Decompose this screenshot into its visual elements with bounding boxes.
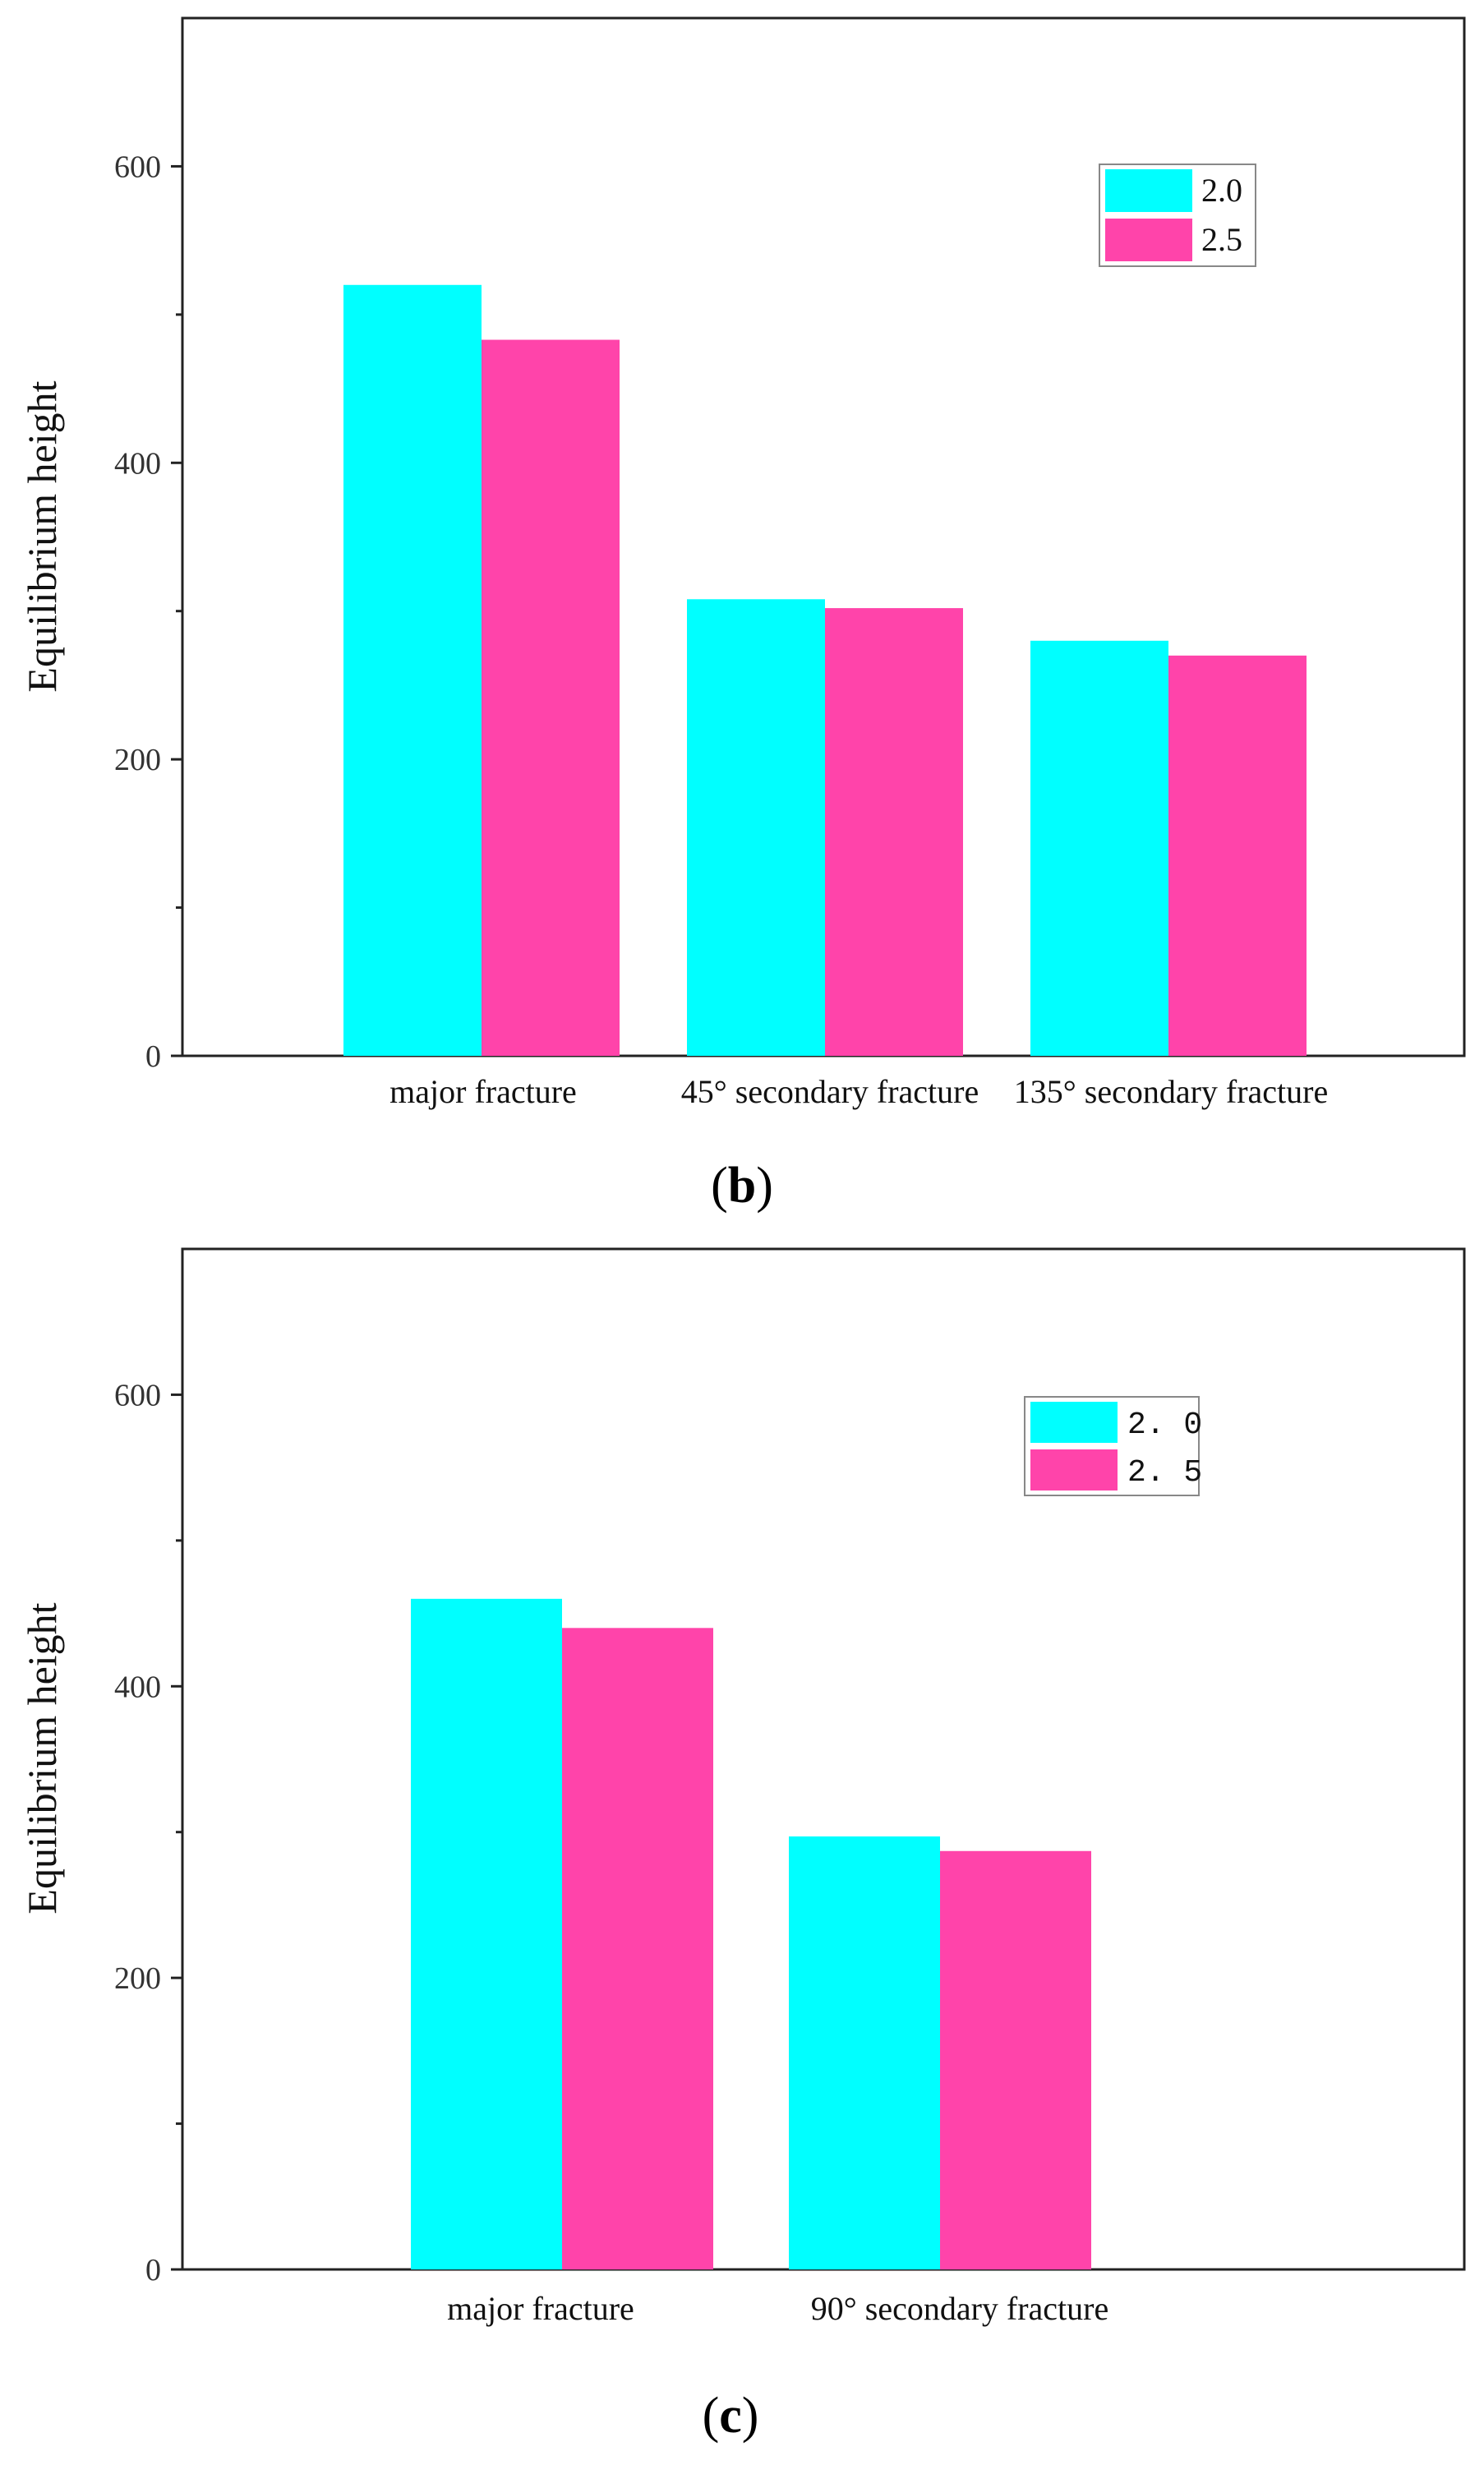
x-axis-category-labels: major fracture 45° secondary fracture 135°… (389, 1073, 1328, 1110)
bar-major-fracture-series-2-5 (482, 339, 620, 1056)
bar-major-fracture-series-2-0 (343, 284, 482, 1056)
bar-45-secondary-fracture-series-2-0 (687, 599, 825, 1056)
chart-panel-c: 0 200 400 600 major fracture 90° secondary f… (19, 1247, 1466, 2444)
legend: 2.0 2.5 (1099, 164, 1256, 267)
panel-letter-c: c (719, 2388, 742, 2444)
legend-label-2.0: 2. 0 (1127, 1408, 1202, 1443)
panel-letter-b: b (728, 1158, 756, 1214)
y-tick-label-400: 400 (114, 446, 161, 481)
x-category-label-90-secondary-fracture: 90° secondary fracture (811, 2290, 1108, 2327)
y-axis-ticks: 0 200 400 600 (114, 1378, 182, 2288)
y-tick-label-600: 600 (114, 150, 161, 184)
bar-group (343, 284, 1307, 1056)
legend-label-2.5: 2.5 (1201, 221, 1242, 258)
y-tick-label-400: 400 (114, 1670, 161, 1704)
y-axis-title: Equilibrium height (19, 380, 65, 692)
bar-major-fracture-series-2-0 (411, 1598, 562, 2269)
panel-label-b: (b) (711, 1158, 773, 1214)
y-tick-label-0: 0 (145, 2253, 161, 2288)
bar-group (411, 1598, 1091, 2269)
y-tick-label-600: 600 (114, 1378, 161, 1412)
x-category-label-135-secondary-fracture: 135° secondary fracture (1014, 1073, 1328, 1110)
x-category-label-45-secondary-fracture: 45° secondary fracture (681, 1073, 979, 1110)
legend: 2. 0 2. 5 (1024, 1396, 1202, 1496)
bar-90-secondary-fracture-series-2-5 (940, 1850, 1091, 2269)
chart-panel-b: 0 200 400 600 major fracture 45° secondary f… (19, 16, 1466, 1214)
bar-135-secondary-fracture-series-2-0 (1030, 640, 1168, 1056)
bar-major-fracture-series-2-5 (562, 1628, 713, 2269)
legend-label-2.5: 2. 5 (1127, 1455, 1202, 1491)
bar-135-secondary-fracture-series-2-5 (1168, 655, 1307, 1056)
x-category-label-major-fracture: major fracture (447, 2290, 634, 2327)
legend-swatch-2.0 (1030, 1402, 1118, 1443)
y-axis-title: Equilibrium height (19, 1602, 65, 1914)
legend-swatch-2.0 (1105, 169, 1192, 212)
bar-45-secondary-fracture-series-2-5 (825, 608, 963, 1056)
legend-swatch-2.5 (1030, 1449, 1118, 1491)
panel-label-c: (c) (703, 2388, 759, 2444)
x-axis-category-labels: major fracture 90° secondary fracture (447, 2290, 1108, 2327)
y-tick-label-0: 0 (145, 1039, 161, 1074)
legend-swatch-2.5 (1105, 219, 1192, 261)
y-tick-label-200: 200 (114, 1961, 161, 1996)
y-axis-ticks: 0 200 400 600 (114, 150, 182, 1074)
x-category-label-major-fracture: major fracture (389, 1073, 577, 1110)
y-tick-label-200: 200 (114, 743, 161, 777)
bar-90-secondary-fracture-series-2-0 (789, 1836, 940, 2269)
legend-label-2.0: 2.0 (1201, 172, 1242, 209)
